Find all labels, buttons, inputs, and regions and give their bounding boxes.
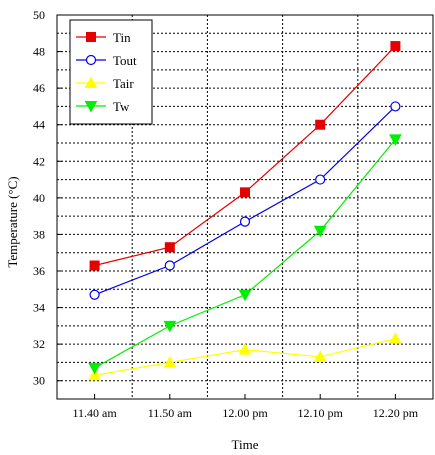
legend-marker-tout xyxy=(85,54,97,66)
data-point-tin xyxy=(315,119,326,130)
legend-label-tout: Tout xyxy=(113,53,137,68)
y-tick-label: 48 xyxy=(33,45,45,59)
legend-entry-tout: Tout xyxy=(76,53,137,68)
x-tick-label: 12.20 pm xyxy=(373,406,419,420)
y-tick-label: 34 xyxy=(33,301,45,315)
y-tick-label: 50 xyxy=(33,8,45,22)
series-line-tw xyxy=(94,138,396,369)
y-tick-label: 32 xyxy=(33,337,45,351)
data-point-tout xyxy=(315,174,326,185)
x-tick-label: 12.10 pm xyxy=(298,406,344,420)
data-point-tair xyxy=(389,332,402,344)
legend-label-tair: Tair xyxy=(113,76,134,91)
x-axis-title: Time xyxy=(232,437,259,452)
data-point-tin xyxy=(89,260,100,271)
data-point-tin xyxy=(240,187,250,198)
data-point-tair xyxy=(88,368,101,381)
legend-label-tin: Tin xyxy=(113,30,131,45)
series-tout xyxy=(89,101,401,300)
x-tick-label: 11.50 am xyxy=(148,406,193,420)
data-point-tin xyxy=(164,242,175,253)
data-point-tout xyxy=(239,216,251,227)
data-point-tair xyxy=(313,350,327,362)
x-tick-label: 11.40 am xyxy=(72,406,117,420)
legend-marker-tin xyxy=(86,32,96,42)
legend-label-tw: Tw xyxy=(113,99,130,114)
axis-ticks: 30 32 34 36 38 40 42 44 46 48 50 11.40 am 11.50 am 12… xyxy=(33,8,419,420)
y-tick-label: 46 xyxy=(33,81,45,95)
data-point-tw xyxy=(88,362,101,375)
y-axis-title: Temperature (°C) xyxy=(5,176,20,267)
legend-entry-tair: Tair xyxy=(76,76,134,91)
data-point-tin xyxy=(390,41,401,52)
y-tick-label: 42 xyxy=(33,154,45,168)
legend-entry-tin: Tin xyxy=(76,30,131,45)
data-point-tw xyxy=(389,134,402,146)
legend-marker-tair xyxy=(84,76,98,88)
y-tick-label: 38 xyxy=(33,227,45,241)
legend: Tin Tout Tair Tw xyxy=(69,19,153,125)
legend-box xyxy=(69,19,153,125)
series-line-tout xyxy=(94,105,396,296)
data-point-tair xyxy=(163,355,177,368)
y-tick-label: 40 xyxy=(33,191,45,205)
legend-entry-tw: Tw xyxy=(76,99,130,114)
data-point-tout xyxy=(390,101,401,112)
data-point-tw xyxy=(313,225,327,238)
series-tair xyxy=(88,332,402,381)
y-tick-label: 44 xyxy=(33,118,45,132)
data-point-tair xyxy=(238,343,252,355)
series-tin xyxy=(89,41,401,271)
data-point-tw xyxy=(238,289,252,302)
data-point-tout xyxy=(164,260,175,271)
legend-marker-tw xyxy=(84,101,98,113)
data-series xyxy=(88,41,402,381)
series-tw xyxy=(88,134,402,375)
y-tick-label: 30 xyxy=(33,374,45,388)
x-tick-label: 12.00 pm xyxy=(222,406,268,420)
data-point-tw xyxy=(163,320,177,333)
y-tick-label: 36 xyxy=(33,264,45,278)
data-point-tout xyxy=(89,289,100,300)
